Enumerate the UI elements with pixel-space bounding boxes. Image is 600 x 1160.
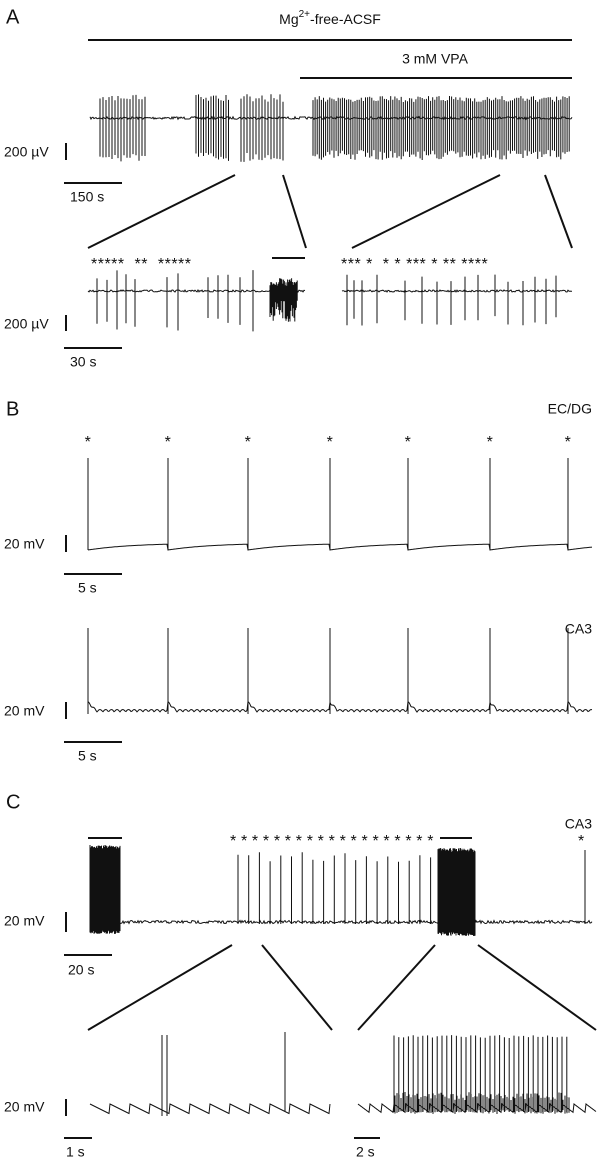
scale-voltage: 20 mV [4, 1099, 45, 1115]
event-markers: * * * * * * * [85, 434, 572, 451]
drug-label: 3 mM VPA [402, 51, 469, 67]
condition-label: Mg2+-free-ACSF [279, 9, 381, 27]
event-markers: ***** ** ***** [91, 256, 192, 273]
trace [89, 1032, 331, 1116]
event-marker: * [487, 434, 494, 451]
scale-voltage: 200 µV [4, 316, 49, 332]
scale-time: 5 s [78, 580, 97, 596]
scale-time: 5 s [78, 748, 97, 764]
event-marker: * [405, 434, 412, 451]
region-label: CA3 [565, 816, 592, 832]
scale-time: 20 s [68, 962, 94, 978]
panel-label: B [6, 398, 19, 420]
trace [87, 270, 306, 332]
condition-superscript: 2+ [299, 9, 311, 20]
event-marker: * [327, 434, 334, 451]
zoom-line [282, 174, 307, 249]
event-marker: * [245, 434, 252, 451]
scale-voltage: 20 mV [4, 913, 45, 929]
scale-time: 1 s [66, 1144, 85, 1160]
trace [312, 96, 570, 160]
scale-voltage: 200 µV [4, 144, 49, 160]
trace [89, 845, 476, 936]
trace [357, 1035, 597, 1114]
scale-voltage: 20 mV [4, 536, 45, 552]
zoom-line [357, 944, 436, 1031]
trace [341, 274, 573, 326]
scale-time: 150 s [70, 189, 104, 205]
event-markers: *** * * * *** * ** **** [341, 256, 488, 273]
scale-voltage: 20 mV [4, 703, 45, 719]
scale-time: 30 s [70, 354, 96, 370]
condition-base: Mg [279, 11, 298, 27]
traces [87, 94, 597, 1116]
panel-label: C [6, 791, 20, 813]
zoom-line [351, 174, 501, 249]
event-marker: * [578, 833, 585, 850]
zoom-line [87, 174, 236, 249]
condition-rest: -free-ACSF [310, 11, 381, 27]
scale-time: 2 s [356, 1144, 375, 1160]
event-marker: * [565, 434, 572, 451]
panel-label: A [6, 6, 20, 28]
trace [120, 850, 593, 925]
trace [87, 458, 593, 551]
region-label: CA3 [565, 621, 592, 637]
trace [89, 94, 573, 162]
zoom-line [477, 944, 597, 1031]
zoom-line [261, 944, 333, 1031]
event-marker: * [85, 434, 92, 451]
event-markers: ******************* [230, 833, 434, 850]
region-label: EC/DG [548, 401, 592, 417]
event-marker: * [165, 434, 172, 451]
zoom-line [544, 174, 573, 249]
zoom-line [87, 944, 233, 1031]
trace [87, 628, 593, 714]
